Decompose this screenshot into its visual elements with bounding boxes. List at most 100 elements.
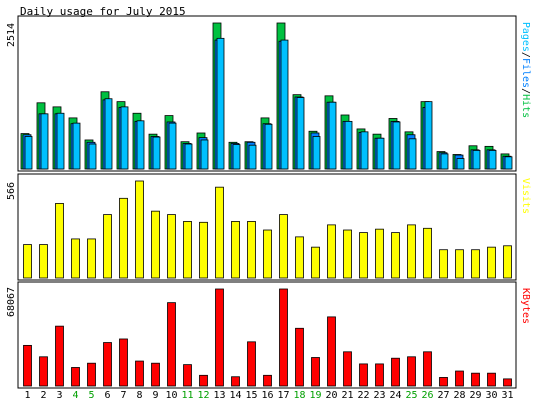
bar-visits: [375, 228, 384, 279]
bar-pages: [120, 106, 129, 170]
x-tick-label: 10: [165, 390, 177, 401]
bar-pages: [72, 122, 81, 170]
bar-pages: [104, 98, 113, 170]
bar-pages: [440, 153, 449, 170]
bar-pages: [280, 39, 289, 170]
bar-kbytes: [263, 374, 272, 387]
bar-pages: [376, 137, 385, 170]
bar-visits: [311, 246, 320, 279]
bar-visits: [135, 180, 144, 279]
bar-kbytes: [23, 344, 32, 387]
bar-kbytes: [39, 356, 48, 387]
bar-kbytes: [455, 370, 464, 387]
chart-title: Daily usage for July 2015: [20, 5, 186, 18]
bar-kbytes: [279, 288, 288, 387]
legend-separator: /: [520, 52, 531, 58]
bar-pages: [136, 120, 145, 170]
legend-separator: /: [520, 88, 531, 94]
bar-kbytes: [215, 288, 224, 387]
legend-pages: Pages: [520, 22, 531, 52]
hits-ymax-label: 2514: [6, 23, 17, 47]
bar-pages: [232, 144, 241, 170]
bar-kbytes: [103, 342, 112, 387]
bar-pages: [24, 136, 33, 170]
bar-kbytes: [151, 362, 160, 387]
x-tick-label: 27: [437, 390, 449, 401]
bar-pages: [184, 143, 193, 170]
bar-pages: [248, 144, 257, 170]
bar-kbytes: [231, 376, 240, 387]
bar-pages: [200, 139, 209, 170]
bar-visits: [391, 232, 400, 279]
bar-visits: [183, 221, 192, 279]
bar-visits: [55, 203, 64, 279]
x-tick-label: 23: [373, 390, 385, 401]
bar-pages: [264, 123, 273, 170]
bar-kbytes: [391, 357, 400, 387]
bar-kbytes: [375, 363, 384, 387]
x-tick-label: 11: [181, 390, 193, 401]
hits-legend: Pages/Files/Hits: [520, 22, 531, 118]
x-tick-label: 20: [325, 390, 337, 401]
bar-kbytes: [247, 341, 256, 387]
legend-kbytes: KBytes: [520, 288, 531, 324]
bar-kbytes: [407, 356, 416, 387]
legend-hits: Hits: [520, 94, 531, 118]
bar-kbytes: [71, 367, 80, 387]
bar-pages: [504, 156, 513, 170]
bar-pages: [424, 101, 433, 170]
x-tick-label: 17: [277, 390, 289, 401]
bar-visits: [39, 244, 48, 279]
bar-visits: [231, 221, 240, 279]
bar-kbytes: [87, 362, 96, 387]
x-tick-label: 19: [309, 390, 321, 401]
bar-visits: [23, 244, 32, 279]
bar-pages: [344, 120, 353, 170]
bar-pages: [328, 101, 337, 170]
x-tick-label: 22: [357, 390, 369, 401]
bar-visits: [327, 224, 336, 279]
x-tick-label: 8: [136, 390, 142, 401]
bar-pages: [88, 143, 97, 170]
bar-pages: [40, 113, 49, 170]
x-tick-label: 16: [261, 390, 273, 401]
bar-kbytes: [439, 377, 448, 387]
bar-visits: [343, 229, 352, 279]
bar-visits: [247, 221, 256, 279]
bar-kbytes: [167, 302, 176, 387]
bar-visits: [407, 224, 416, 279]
bar-pages: [360, 131, 369, 170]
hits-panel-frame: [17, 15, 517, 172]
bar-kbytes: [423, 351, 432, 387]
bar-kbytes: [327, 316, 336, 387]
bar-kbytes: [183, 364, 192, 387]
visits-ymax-label: 566: [6, 182, 17, 200]
kbytes-legend: KBytes: [520, 288, 531, 324]
bar-visits: [487, 246, 496, 279]
x-tick-label: 9: [152, 390, 158, 401]
x-tick-label: 30: [485, 390, 497, 401]
bar-pages: [216, 37, 225, 170]
x-tick-label: 31: [501, 390, 513, 401]
bar-kbytes: [503, 378, 512, 387]
bar-kbytes: [135, 360, 144, 387]
bar-pages: [56, 112, 65, 170]
bar-kbytes: [55, 325, 64, 387]
bar-pages: [152, 136, 161, 170]
bar-visits: [167, 214, 176, 279]
x-tick-label: 1: [24, 390, 30, 401]
bar-visits: [279, 214, 288, 279]
x-tick-label: 25: [405, 390, 417, 401]
bar-pages: [456, 158, 465, 170]
x-tick-label: 13: [213, 390, 225, 401]
bar-kbytes: [471, 372, 480, 387]
bar-kbytes: [199, 374, 208, 387]
visits-legend: Visits: [520, 178, 531, 214]
x-tick-label: 12: [197, 390, 209, 401]
bar-kbytes: [359, 363, 368, 387]
x-tick-label: 18: [293, 390, 305, 401]
bar-pages: [408, 138, 417, 170]
x-tick-label: 14: [229, 390, 241, 401]
bar-visits: [263, 229, 272, 279]
bar-visits: [439, 249, 448, 279]
